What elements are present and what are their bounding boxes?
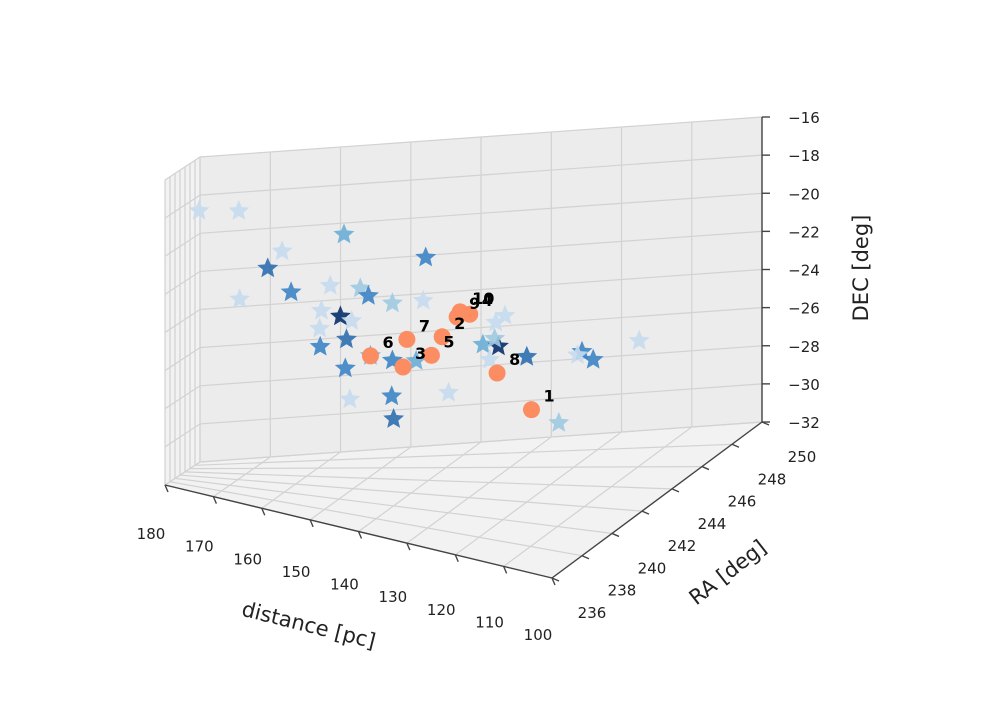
x-tick-label: 170 <box>185 538 214 556</box>
z-tick-label: −30 <box>788 376 820 394</box>
z-tick-label: −32 <box>788 414 820 432</box>
y-tick-label: 238 <box>608 582 637 600</box>
x-axis-label: distance [pc] <box>239 597 378 653</box>
z-tick-label: −26 <box>788 300 820 318</box>
z-axis-label: DEC [deg] <box>849 215 873 322</box>
z-tick-label: −20 <box>788 185 820 203</box>
y-axis-label: RA [deg] <box>685 535 771 610</box>
x-tick-label: 150 <box>282 563 311 581</box>
point-label: 10 <box>472 289 494 308</box>
y-tick-label: 246 <box>728 493 757 511</box>
point-label: 5 <box>443 332 454 351</box>
highlighted-point <box>395 358 412 375</box>
highlighted-point <box>362 347 379 364</box>
y-tick-mark <box>612 533 619 536</box>
z-tick-label: −28 <box>788 338 820 356</box>
point-label: 8 <box>509 350 520 369</box>
point-label: 3 <box>415 344 426 363</box>
x-tick-label: 100 <box>524 626 553 644</box>
z-tick-label: −22 <box>788 223 820 241</box>
z-tick-label: −16 <box>788 109 820 127</box>
y-tick-label: 236 <box>578 604 607 622</box>
x-tick-label: 140 <box>330 576 359 594</box>
x-tick-label: 130 <box>379 588 408 606</box>
x-tick-label: 120 <box>427 601 456 619</box>
point-label: 6 <box>382 333 393 352</box>
z-tick-label: −18 <box>788 147 820 165</box>
x-tick-label: 160 <box>233 550 262 568</box>
highlighted-point <box>489 365 506 382</box>
z-axis-ticks: −16 −18 −20 −22 −24 −26 −28 −30 −32 <box>762 109 820 432</box>
point-label: 2 <box>454 314 465 333</box>
highlighted-point <box>398 331 415 348</box>
y-tick-mark <box>732 444 739 447</box>
point-label: 7 <box>419 316 430 335</box>
y-tick-mark <box>672 489 679 492</box>
y-tick-label: 248 <box>758 470 787 488</box>
y-tick-label: 242 <box>668 537 697 555</box>
axes-panes <box>165 117 762 578</box>
y-tick-mark <box>642 511 649 514</box>
point-label: 1 <box>543 387 554 406</box>
y-tick-mark <box>702 467 709 470</box>
y-tick-label: 240 <box>638 559 667 577</box>
y-tick-mark <box>582 556 589 559</box>
x-tick-label: 110 <box>475 613 504 631</box>
highlighted-point <box>523 401 540 418</box>
y-tick-label: 244 <box>698 515 727 533</box>
z-tick-label: −24 <box>788 262 820 280</box>
x-tick-label: 180 <box>137 525 166 543</box>
y-tick-label: 250 <box>788 448 817 466</box>
